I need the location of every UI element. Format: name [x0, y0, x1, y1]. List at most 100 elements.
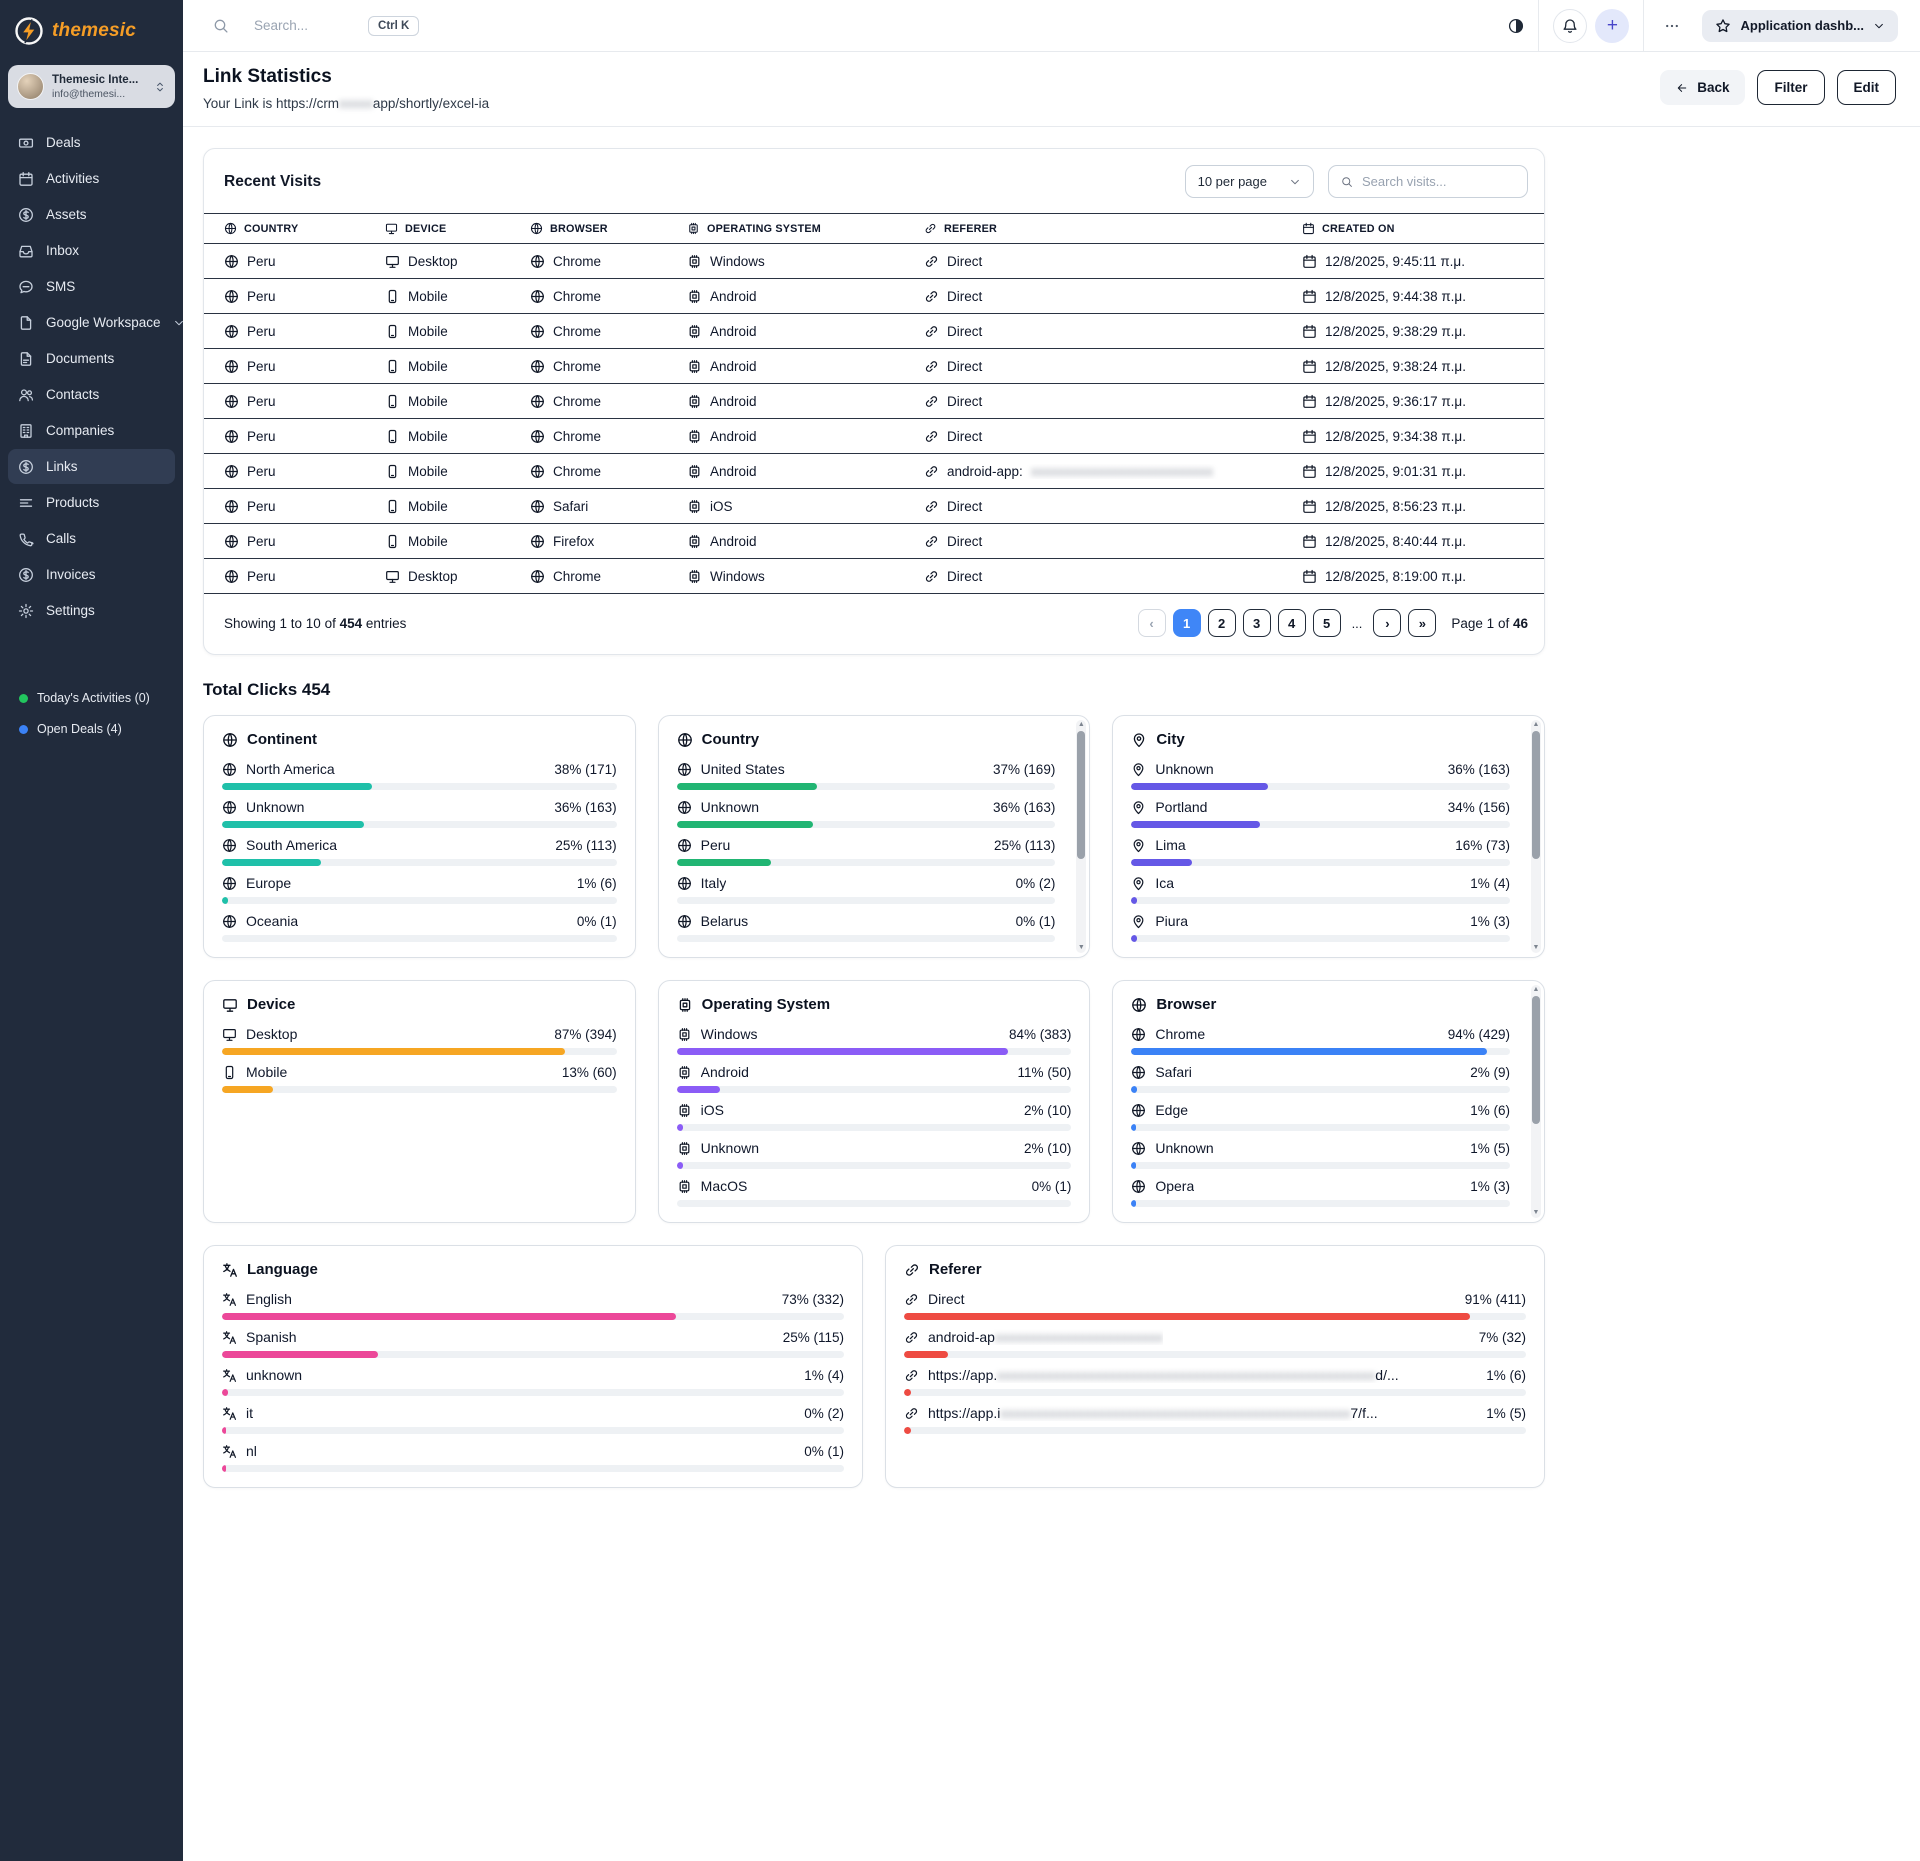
stat-value: 25% (113) — [555, 838, 616, 853]
stats-grid-row-3: LanguageEnglish73% (332)Spanish25% (115)… — [203, 1245, 1545, 1488]
sidebar-item-label: Products — [46, 495, 99, 510]
card-scrollbar[interactable]: ▲▼ — [1076, 720, 1086, 953]
app-menu-dropdown[interactable]: Application dashb... — [1702, 10, 1898, 42]
globe-icon — [224, 222, 237, 235]
page-button-1[interactable]: 1 — [1173, 609, 1201, 637]
page-button-5[interactable]: 5 — [1313, 609, 1341, 637]
table-row: PeruMobileChromeAndroidandroid-app:xxxxx… — [204, 454, 1544, 489]
browser-icon — [1131, 997, 1147, 1013]
stat-label: Europe — [246, 875, 291, 891]
page-button-3[interactable]: 3 — [1243, 609, 1271, 637]
page-button-2[interactable]: 2 — [1208, 609, 1236, 637]
logo-bolt-icon — [13, 15, 45, 47]
link-icon — [904, 1368, 919, 1383]
os-icon — [677, 1141, 692, 1156]
sidebar-item-activities[interactable]: Activities — [8, 161, 175, 196]
edit-button[interactable]: Edit — [1837, 70, 1897, 105]
main: Search... Ctrl K + Application dashb... … — [183, 0, 1920, 1861]
sidebar-item-products[interactable]: Products — [8, 485, 175, 520]
half-moon-icon[interactable] — [1508, 18, 1524, 34]
table-header-row: CountryDeviceBrowserOperating SystemRefe… — [204, 214, 1544, 244]
sidebar-item-google-workspace[interactable]: Google Workspace — [8, 305, 175, 340]
stat-label: Opera — [1155, 1178, 1194, 1194]
sidebar-footer-today-s-activities-0[interactable]: Today's Activities (0) — [19, 691, 164, 705]
sidebar-item-links[interactable]: Links — [8, 449, 175, 484]
stat-value: 16% (73) — [1455, 838, 1510, 853]
add-button[interactable]: + — [1595, 9, 1629, 43]
column-header-device: Device — [385, 214, 530, 244]
mobile-icon — [385, 394, 400, 409]
table-row: PeruMobileChromeAndroidDirect12/8/2025, … — [204, 419, 1544, 454]
stat-label: Desktop — [246, 1026, 297, 1042]
browser-icon — [530, 429, 545, 444]
stat-value: 36% (163) — [554, 800, 616, 815]
stat-item: Unknown36% (163) — [222, 799, 617, 828]
stat-bar — [904, 1351, 1526, 1358]
cell-browser: Chrome — [530, 244, 687, 279]
google-workspace-icon — [18, 315, 34, 331]
table-row: PeruMobileChromeAndroidDirect12/8/2025, … — [204, 279, 1544, 314]
cell-browser: Chrome — [530, 419, 687, 454]
more-options-button[interactable] — [1658, 18, 1686, 34]
cell-browser: Chrome — [530, 454, 687, 489]
visits-search-input[interactable]: Search visits... — [1328, 165, 1528, 198]
sidebar-item-inbox[interactable]: Inbox — [8, 233, 175, 268]
sidebar-item-invoices[interactable]: Invoices — [8, 557, 175, 592]
stat-item: it0% (2) — [222, 1405, 844, 1434]
search-icon — [213, 18, 229, 34]
sidebar-item-assets[interactable]: Assets — [8, 197, 175, 232]
sidebar-item-settings[interactable]: Settings — [8, 593, 175, 628]
sidebar-item-sms[interactable]: SMS — [8, 269, 175, 304]
entries-summary: Showing 1 to 10 of 454 entries — [224, 616, 406, 631]
scrollbar-thumb[interactable] — [1532, 996, 1540, 1124]
cell-browser: Chrome — [530, 384, 687, 419]
sidebar-item-contacts[interactable]: Contacts — [8, 377, 175, 412]
link-icon — [904, 1406, 919, 1421]
user-card[interactable]: Themesic Inte... info@themesi... — [8, 65, 175, 108]
sidebar-item-companies[interactable]: Companies — [8, 413, 175, 448]
per-page-select[interactable]: 10 per page — [1185, 165, 1314, 198]
scrollbar-thumb[interactable] — [1532, 731, 1540, 859]
sidebar-item-documents[interactable]: Documents — [8, 341, 175, 376]
stat-label: Edge — [1155, 1102, 1188, 1118]
stat-item: iOS2% (10) — [677, 1102, 1072, 1131]
calendar-icon — [1302, 324, 1317, 339]
stat-bar — [677, 1162, 1072, 1169]
scrollbar-thumb[interactable] — [1077, 731, 1085, 859]
stat-value: 1% (3) — [1470, 914, 1510, 929]
stat-card-referer: RefererDirect91% (411)android-apxxxxxxxx… — [885, 1245, 1545, 1488]
prev-page-button[interactable]: ‹ — [1138, 609, 1166, 637]
stat-bar — [904, 1389, 1526, 1396]
app-logo[interactable]: themesic — [0, 0, 183, 60]
last-page-button[interactable]: » — [1408, 609, 1436, 637]
search-placeholder: Search... — [254, 18, 308, 33]
global-search[interactable]: Search... Ctrl K — [213, 16, 419, 36]
stat-label: Chrome — [1155, 1026, 1205, 1042]
link-icon — [924, 222, 937, 235]
sidebar-item-label: Settings — [46, 603, 95, 618]
filter-button[interactable]: Filter — [1757, 70, 1824, 105]
sidebar-item-calls[interactable]: Calls — [8, 521, 175, 556]
card-title: City — [1131, 731, 1526, 748]
map-pin-icon — [1131, 876, 1146, 891]
stat-label: Unknown — [701, 1140, 759, 1156]
cell-browser: Safari — [530, 489, 687, 524]
globe-icon — [677, 800, 692, 815]
stat-label: Ica — [1155, 875, 1174, 891]
sidebar-item-deals[interactable]: Deals — [8, 125, 175, 160]
page-button-4[interactable]: 4 — [1278, 609, 1306, 637]
cell-country: Peru — [204, 454, 385, 489]
sidebar-footer-open-deals-4[interactable]: Open Deals (4) — [19, 722, 164, 736]
documents-icon — [18, 351, 34, 367]
globe-icon — [224, 464, 239, 479]
browser-icon — [530, 569, 545, 584]
notifications-button[interactable] — [1553, 9, 1587, 43]
card-scrollbar[interactable]: ▲▼ — [1531, 985, 1541, 1218]
next-page-button[interactable]: › — [1373, 609, 1401, 637]
back-button[interactable]: Back — [1660, 70, 1745, 105]
stat-value: 1% (6) — [1486, 1368, 1526, 1383]
blurred-url-segment: xxxxxxxxxxxxxxxxxxxxxxxx — [995, 1329, 1163, 1345]
stat-item: Ica1% (4) — [1131, 875, 1510, 904]
desktop-icon — [385, 569, 400, 584]
card-scrollbar[interactable]: ▲▼ — [1531, 720, 1541, 953]
